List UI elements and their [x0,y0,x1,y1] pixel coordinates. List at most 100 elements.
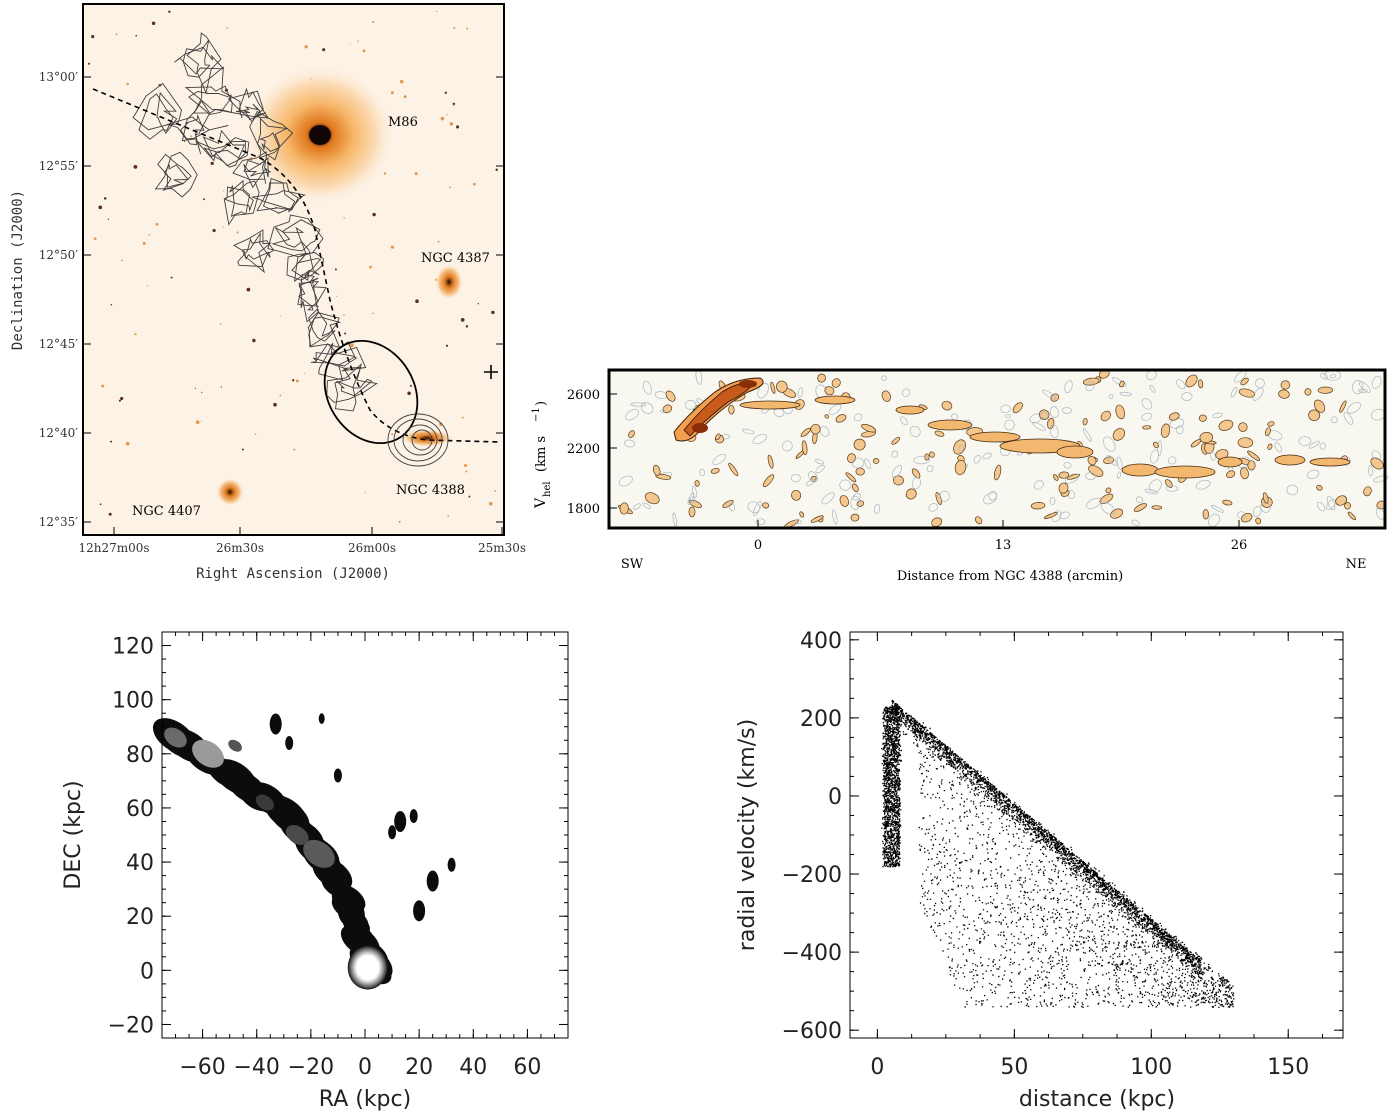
noise-contour [1141,398,1153,410]
noise-contour [853,413,863,422]
noise-contour [1185,374,1198,388]
noise-contour [672,512,678,527]
scatter-y-tick-label: 400 [800,629,842,654]
scatter-y-tick-label: 200 [800,707,842,732]
ra-axis: 12h27m00s 26m30s 26m00s 25m30s [78,527,526,555]
radec-clump [447,857,456,872]
radec-y-tick-label: 20 [126,905,154,930]
star [126,82,129,86]
star [170,276,173,279]
noise-contour [1247,450,1261,461]
noise-contour [850,513,860,522]
pv-y-label-close: ) [534,401,549,406]
star [415,299,419,304]
pv-y-label-v: V [533,497,549,509]
star [115,33,118,36]
noise-contour [1082,417,1088,426]
star [391,433,394,436]
noise-contour [1236,511,1246,519]
radec-contour-level [164,727,187,748]
noise-contour [640,402,654,414]
noise-contour [1065,473,1080,484]
noise-contour [954,460,967,475]
m86-core [309,125,331,145]
star [222,190,225,192]
stream-emission [969,431,1021,443]
noise-contour [660,409,666,413]
noise-contour [1112,428,1126,441]
noise-contour [797,387,803,398]
star [322,48,326,52]
noise-contour [1352,380,1364,395]
star [445,344,449,347]
declination-axis: 13°00′ 12°55′ 12°50′ 12°45′ 12°40′ 12°35′ [39,70,504,529]
noise-contour [642,380,652,395]
noise-contour [817,373,826,383]
noise-contour [782,440,793,452]
radec-clump [348,902,365,931]
pv-y-label-unit: (km s [534,436,549,472]
scatter-x-label: distance (kpc) [1019,1087,1175,1112]
star [460,318,465,322]
noise-contour [1061,407,1072,414]
hi-contour [237,238,275,267]
star [220,386,223,388]
star [446,114,448,116]
noise-contour [850,495,861,510]
hi-contour [257,117,289,161]
noise-contour [1329,374,1337,379]
star [236,231,239,234]
noise-contour [1358,381,1371,393]
star [390,245,395,249]
dec-tick-label: 12°35′ [39,515,79,529]
noise-contour [1000,404,1011,414]
stream-emission [1217,456,1243,468]
scatter-y-tick-label: 0 [828,785,842,810]
noise-contour [893,475,904,486]
noise-contour [1088,465,1104,477]
hi-contour [243,157,269,189]
star [444,91,447,94]
noise-contour [1368,465,1373,477]
noise-contour [799,511,805,518]
radec-emission [152,713,456,990]
noise-contour [1230,386,1238,398]
scatter-point-cloud [881,699,1235,1008]
noise-contour [928,503,939,512]
label-ngc4387: NGC 4387 [421,251,490,266]
radec-y-tick-label: 40 [126,851,154,876]
noise-contour [800,427,811,438]
noise-contour [926,465,934,473]
noise-contour [934,430,945,437]
hi-contour [256,182,299,212]
hi-contour [174,46,225,75]
noise-contour [1157,440,1162,456]
noise-contour [1043,512,1058,519]
hi-contour [203,141,246,160]
radec-clump [318,713,325,724]
hi-contour [223,180,260,226]
star [279,394,282,397]
stream-emission [739,400,801,410]
noise-contour [1308,409,1321,422]
noise-contour [828,403,842,415]
noise-contour [881,390,891,402]
stream-emission [814,395,856,405]
star [146,285,149,287]
star [133,165,138,169]
noise-contour [881,375,887,381]
noise-contour [1209,451,1216,461]
radec-clump [269,713,282,735]
star [135,34,138,37]
noise-contour [1144,488,1159,495]
highlight-ellipse [323,339,419,445]
noise-contour [1237,437,1254,448]
star [151,21,156,26]
star [449,186,452,189]
star [168,10,171,13]
noise-contour [974,516,983,525]
star [357,40,360,42]
radec-y-tick-label: 0 [140,959,154,984]
stream-emission [1154,465,1216,479]
star [456,125,460,129]
